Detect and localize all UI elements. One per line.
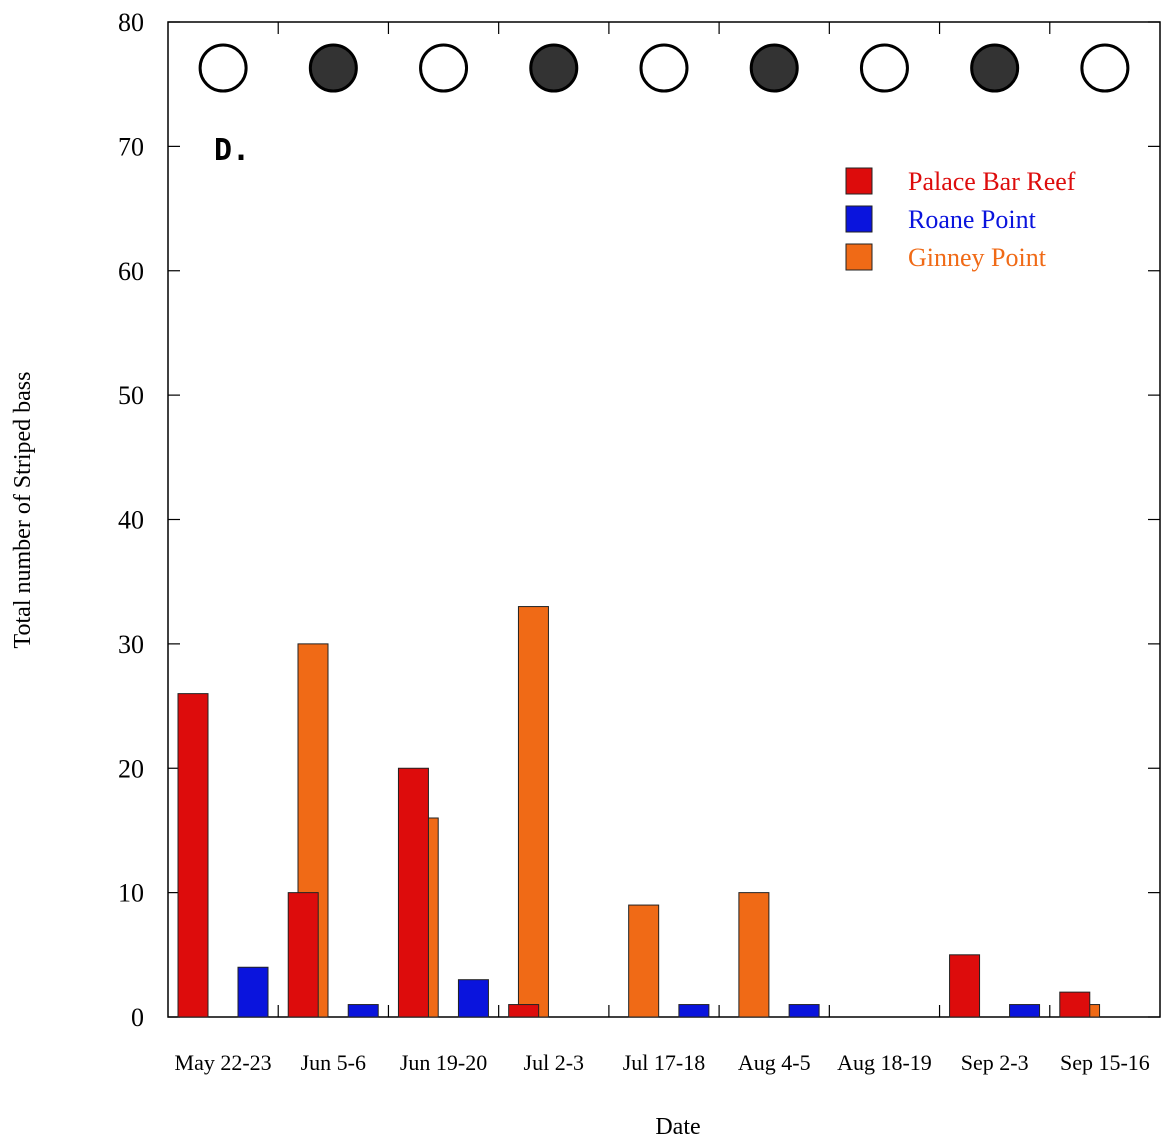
new-moon-icon	[970, 43, 1020, 93]
y-tick-label: 80	[118, 8, 144, 37]
x-tick-label: Jul 2-3	[524, 1050, 585, 1075]
bars	[177, 606, 1101, 1018]
y-tick-label: 50	[118, 381, 144, 410]
bar	[628, 904, 660, 1018]
x-axis-title: Date	[655, 1114, 700, 1140]
y-axis-title: Total number of Striped bass	[10, 372, 36, 649]
bar	[1059, 991, 1091, 1018]
x-tick-label: Aug 18-19	[837, 1050, 932, 1075]
x-tick-label: Jun 5-6	[301, 1050, 366, 1075]
bar	[237, 966, 269, 1018]
legend-label: Roane Point	[908, 205, 1037, 234]
x-tick-label: May 22-23	[175, 1050, 272, 1075]
bar	[738, 892, 770, 1018]
bar	[517, 606, 549, 1018]
full-moon-icon	[1080, 43, 1130, 93]
bar	[347, 1004, 379, 1018]
x-tick-label: Sep 15-16	[1060, 1050, 1150, 1075]
y-tick-label: 40	[118, 506, 144, 535]
moon-phase-row	[198, 43, 1130, 93]
legend-swatch	[845, 243, 873, 271]
bar	[177, 693, 209, 1018]
legend-label: Ginney Point	[908, 243, 1047, 272]
y-tick-label: 70	[118, 132, 144, 161]
legend-swatch	[845, 205, 873, 233]
x-tick-label: Sep 2-3	[961, 1050, 1029, 1075]
full-moon-icon	[198, 43, 248, 93]
y-tick-label: 20	[118, 754, 144, 783]
axes: 0 10 20 30 40 50 60 70 80 May 22-23 Jun 5-6 Jun 19-…	[118, 8, 1161, 1075]
full-moon-icon	[639, 43, 689, 93]
bar	[1009, 1004, 1041, 1018]
x-tick-label: Aug 4-5	[738, 1050, 811, 1075]
y-tick-label: 60	[118, 257, 144, 286]
full-moon-icon	[419, 43, 469, 93]
panel-label: D.	[214, 133, 250, 168]
full-moon-icon	[859, 43, 909, 93]
bar	[457, 979, 489, 1018]
bar	[508, 1004, 540, 1018]
bar	[678, 1004, 710, 1018]
x-tick-label: Jul 17-18	[623, 1050, 706, 1075]
bar	[397, 767, 429, 1018]
y-tick-label: 30	[118, 630, 144, 659]
y-tick-label: 0	[131, 1003, 144, 1032]
legend-swatch	[845, 167, 873, 195]
bar	[788, 1004, 820, 1018]
new-moon-icon	[529, 43, 579, 93]
bar	[287, 892, 319, 1018]
new-moon-icon	[749, 43, 799, 93]
new-moon-icon	[308, 43, 358, 93]
x-tick-label: Jun 19-20	[400, 1050, 487, 1075]
legend: Palace Bar Reef Roane Point Ginney Point	[845, 167, 1076, 272]
legend-label: Palace Bar Reef	[908, 167, 1076, 196]
y-tick-label: 10	[118, 879, 144, 908]
bar	[949, 954, 981, 1018]
